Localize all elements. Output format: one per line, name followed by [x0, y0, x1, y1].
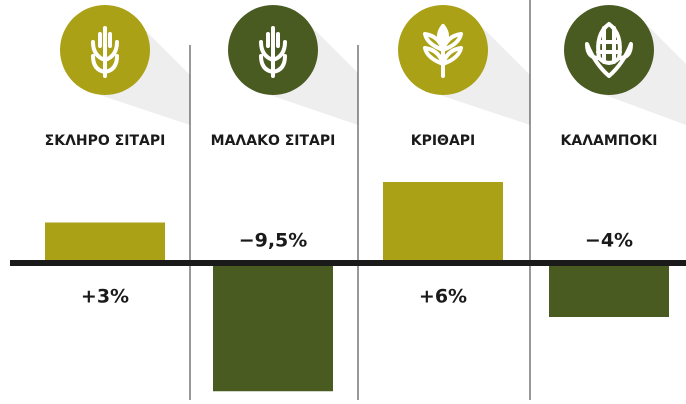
bar [383, 182, 503, 263]
value-label: +3% [81, 286, 129, 308]
value-label: −9,5% [239, 230, 308, 252]
icon [423, 24, 463, 78]
icon [91, 26, 119, 78]
icon [585, 22, 633, 78]
icon [259, 26, 287, 78]
bar [213, 263, 333, 392]
dividers [189, 0, 531, 400]
value-label: +6% [419, 286, 467, 308]
bar [45, 222, 165, 263]
category-label: ΚΑΛΑΜΠΟΚΙ [561, 133, 658, 149]
category-label: ΚΡΙΘΑΡΙ [411, 133, 476, 149]
bar [549, 263, 669, 317]
category-label: ΣΚΛΗΡΟ ΣΙΤΑΡΙ [45, 133, 166, 149]
category-label: ΜΑΛΑΚΟ ΣΙΤΑΡΙ [211, 133, 336, 149]
value-label: −4% [585, 230, 633, 252]
